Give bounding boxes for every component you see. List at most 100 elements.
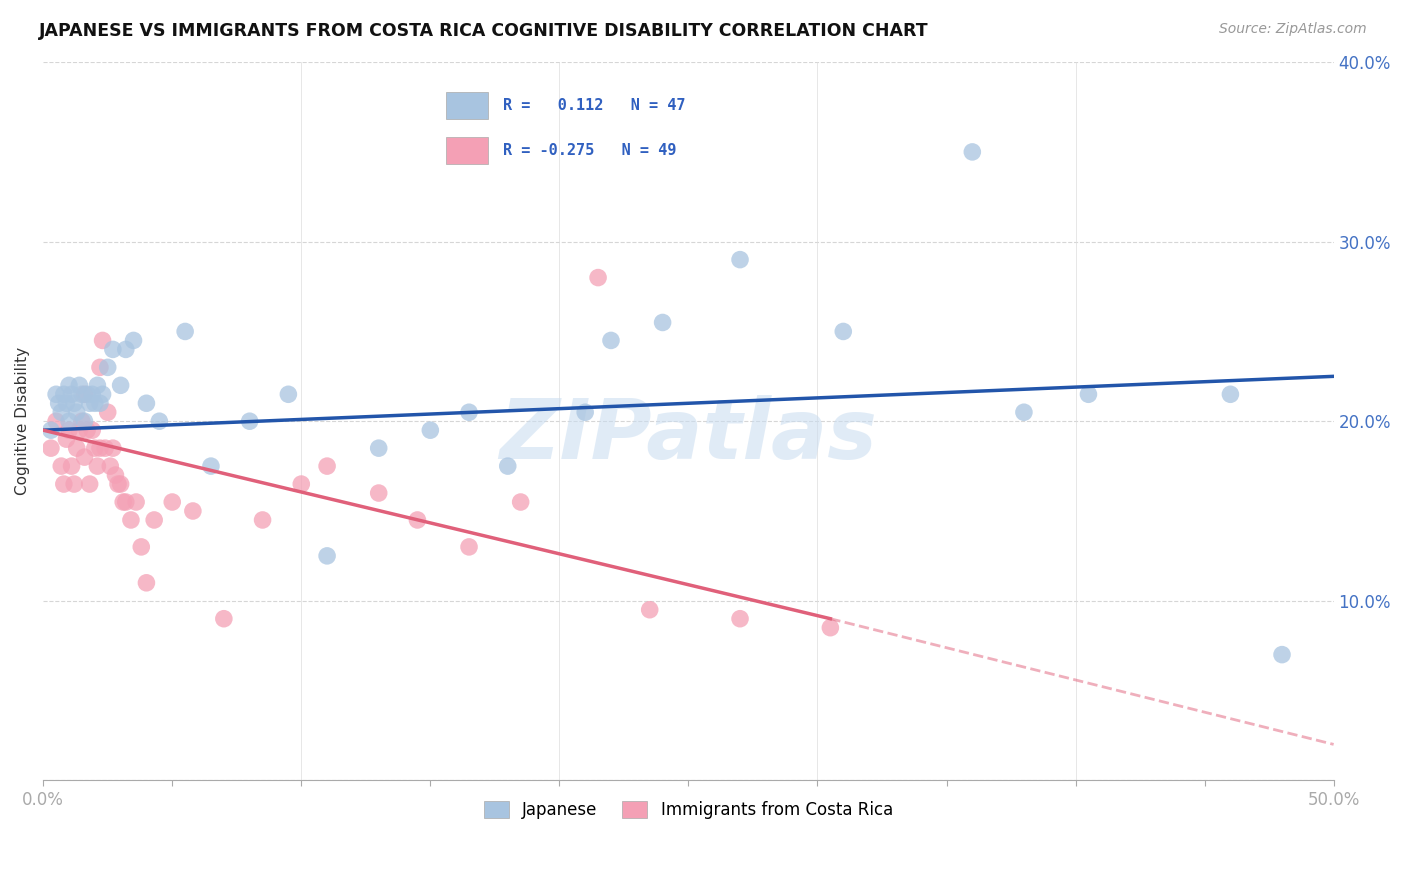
Y-axis label: Cognitive Disability: Cognitive Disability xyxy=(15,347,30,495)
Point xyxy=(79,396,101,410)
Point xyxy=(1219,387,1241,401)
Point xyxy=(509,495,531,509)
Text: Source: ZipAtlas.com: Source: ZipAtlas.com xyxy=(1219,22,1367,37)
Point xyxy=(66,405,89,419)
Point xyxy=(63,477,86,491)
Point xyxy=(98,459,121,474)
Point xyxy=(76,387,98,401)
Point xyxy=(496,459,519,474)
Point xyxy=(110,477,132,491)
Point xyxy=(51,405,73,419)
Point xyxy=(574,405,596,419)
Point xyxy=(83,441,105,455)
Point xyxy=(79,477,101,491)
Point xyxy=(58,378,80,392)
Point xyxy=(586,270,609,285)
Point xyxy=(89,396,111,410)
Point xyxy=(125,495,148,509)
Point xyxy=(73,387,96,401)
Point xyxy=(45,387,67,401)
Point xyxy=(39,423,62,437)
Point xyxy=(66,441,89,455)
Point xyxy=(94,441,117,455)
Point xyxy=(600,334,623,348)
Point xyxy=(89,441,111,455)
Point xyxy=(728,612,751,626)
Point xyxy=(67,378,90,392)
Point xyxy=(200,459,222,474)
Point xyxy=(962,145,984,159)
Point xyxy=(58,414,80,428)
Point xyxy=(86,459,108,474)
Point xyxy=(277,387,299,401)
Point xyxy=(110,378,132,392)
Point xyxy=(651,316,673,330)
Point xyxy=(82,423,104,437)
Point xyxy=(143,513,166,527)
Point xyxy=(97,360,120,375)
Point xyxy=(135,575,157,590)
Point xyxy=(91,387,114,401)
Point xyxy=(122,334,145,348)
Point xyxy=(728,252,751,267)
Point xyxy=(97,405,120,419)
Point xyxy=(1077,387,1099,401)
Point xyxy=(406,513,429,527)
Point xyxy=(419,423,441,437)
Point xyxy=(290,477,312,491)
Point xyxy=(252,513,274,527)
Point xyxy=(114,495,136,509)
Point xyxy=(1012,405,1035,419)
Point xyxy=(101,441,124,455)
Point xyxy=(60,387,83,401)
Point xyxy=(86,378,108,392)
Point xyxy=(83,396,105,410)
Point xyxy=(45,414,67,428)
Point xyxy=(120,513,142,527)
Point xyxy=(129,540,152,554)
Point xyxy=(63,396,86,410)
Point xyxy=(112,495,135,509)
Text: JAPANESE VS IMMIGRANTS FROM COSTA RICA COGNITIVE DISABILITY CORRELATION CHART: JAPANESE VS IMMIGRANTS FROM COSTA RICA C… xyxy=(39,22,929,40)
Point xyxy=(135,396,157,410)
Point xyxy=(162,495,184,509)
Point xyxy=(70,414,93,428)
Point xyxy=(367,486,389,500)
Point xyxy=(48,396,70,410)
Point xyxy=(76,423,98,437)
Point xyxy=(91,334,114,348)
Point xyxy=(58,423,80,437)
Point xyxy=(55,432,77,446)
Point xyxy=(832,325,855,339)
Point xyxy=(52,387,75,401)
Point xyxy=(70,387,93,401)
Point xyxy=(820,621,842,635)
Point xyxy=(73,414,96,428)
Point xyxy=(181,504,204,518)
Point xyxy=(60,459,83,474)
Point xyxy=(148,414,170,428)
Point xyxy=(638,603,661,617)
Point xyxy=(67,423,90,437)
Point xyxy=(1271,648,1294,662)
Point xyxy=(73,450,96,464)
Point xyxy=(89,360,111,375)
Point xyxy=(104,468,127,483)
Point xyxy=(107,477,129,491)
Point xyxy=(239,414,262,428)
Point xyxy=(316,459,339,474)
Text: ZIPatlas: ZIPatlas xyxy=(499,395,877,476)
Point xyxy=(82,387,104,401)
Point xyxy=(52,477,75,491)
Point xyxy=(212,612,235,626)
Point xyxy=(55,396,77,410)
Legend: Japanese, Immigrants from Costa Rica: Japanese, Immigrants from Costa Rica xyxy=(477,795,900,826)
Point xyxy=(458,405,481,419)
Point xyxy=(367,441,389,455)
Point xyxy=(39,441,62,455)
Point xyxy=(101,343,124,357)
Point xyxy=(51,459,73,474)
Point xyxy=(114,343,136,357)
Point xyxy=(458,540,481,554)
Point xyxy=(316,549,339,563)
